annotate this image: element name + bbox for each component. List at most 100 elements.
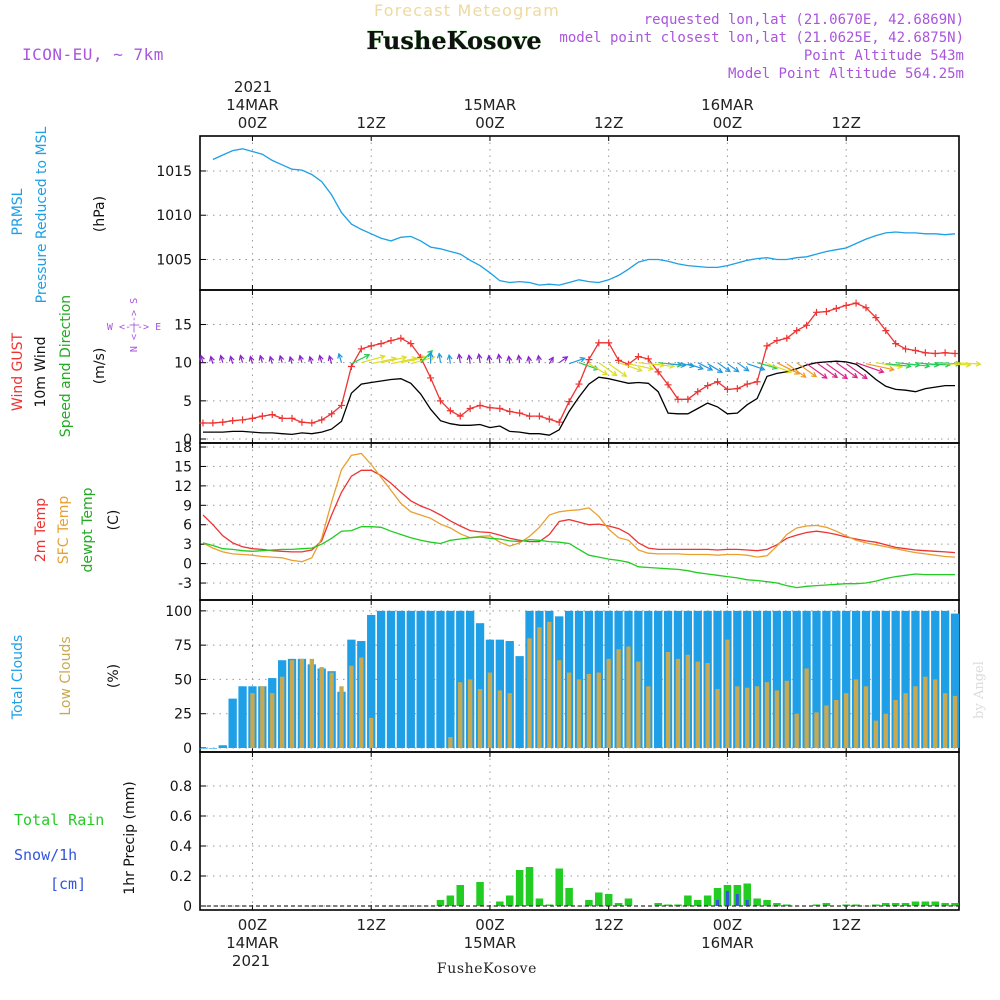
- wind-arrowhead-11: [308, 355, 314, 362]
- rain-bar-33: [525, 867, 534, 906]
- gust-marker-49: [684, 395, 692, 403]
- low-clouds-bar-33: [527, 638, 532, 748]
- compass-we-label: W <-|-> E: [107, 322, 161, 333]
- low-clouds-bar-15: [349, 665, 354, 748]
- clouds-ylabel-2: 50: [174, 672, 192, 688]
- low-clouds-bar-73: [923, 676, 928, 748]
- wind-arrowhead-10: [298, 354, 304, 361]
- low-clouds-bar-62: [814, 712, 819, 748]
- gust-marker-33: [526, 412, 534, 420]
- wind-dir-label: Speed and Direction: [58, 295, 74, 437]
- low-clouds-bar-64: [834, 700, 839, 748]
- low-clouds-bar-57: [764, 682, 770, 748]
- low-clouds-bar-26: [458, 682, 463, 748]
- gust-marker-66: [852, 299, 860, 307]
- total-clouds-bar-70: [891, 610, 900, 748]
- total-clouds-bar-69: [881, 610, 890, 748]
- pressure-ylabel-1: 1010: [156, 208, 192, 224]
- gust-marker-25: [446, 407, 454, 415]
- gust-marker-3: [229, 417, 237, 425]
- wind-arrowhead-29: [486, 354, 493, 361]
- wind-arrow-43: [628, 363, 654, 370]
- top-year-label: 2021: [234, 78, 272, 96]
- gust-marker-44: [634, 353, 642, 361]
- wind-arrow-54: [736, 362, 749, 372]
- wind-arrowhead-43: [648, 365, 655, 372]
- prmsl-label: PRMSL: [10, 188, 26, 235]
- gust-marker-24: [436, 397, 444, 405]
- pressure-line: [212, 148, 956, 286]
- wind-ylabel-0: 0: [183, 432, 192, 448]
- wind-arrow-18: [380, 356, 407, 364]
- total-clouds-bar-63: [822, 610, 831, 748]
- gust-marker-29: [486, 404, 494, 412]
- rain-bar-47: [664, 904, 672, 906]
- gust-marker-40: [595, 339, 603, 347]
- wind-arrowhead-32: [516, 354, 523, 361]
- wind-arrowhead-36: [562, 356, 569, 362]
- low-clouds-bar-14: [339, 686, 344, 748]
- total-clouds-label: Total Clouds: [10, 635, 26, 720]
- temperature-ylabel-5: 12: [174, 479, 192, 495]
- top-hour-label-2: 00Z: [475, 114, 504, 132]
- gust-marker-65: [842, 301, 850, 309]
- gust-marker-62: [813, 308, 821, 316]
- wind-arrowhead-2: [219, 354, 225, 361]
- gust-marker-71: [902, 345, 910, 353]
- rain-bar-70: [891, 903, 900, 906]
- wind-arrowhead-6: [258, 354, 265, 361]
- gust-marker-53: [723, 385, 731, 393]
- temperature-ylabel-2: 3: [183, 537, 192, 553]
- footer-station: FusheKosove: [437, 961, 537, 977]
- wind-arrowhead-9: [288, 355, 295, 363]
- wind-arrow-59: [786, 363, 807, 378]
- sfc-temp-label: SFC Temp: [56, 496, 72, 565]
- wind-arrowhead-64: [852, 372, 859, 379]
- top-date-label-2: 15MAR: [464, 96, 517, 114]
- rain-bar-49: [684, 895, 692, 906]
- total-clouds-bar-59: [782, 610, 791, 748]
- wind-arrowhead-65: [861, 373, 868, 380]
- gust-marker-9: [288, 414, 296, 422]
- wind-arrow-49: [687, 363, 704, 370]
- wind-direction-arrows: [199, 349, 982, 380]
- bottom-hour-label-5: 12Z: [832, 916, 861, 934]
- wind-arrowhead-0: [199, 354, 205, 361]
- total-clouds-bar-3: [228, 698, 237, 748]
- wind-arrowhead-8: [278, 354, 285, 361]
- low-clouds-bar-50: [695, 661, 700, 748]
- gust-marker-7: [268, 411, 276, 419]
- rain-bar-52: [713, 888, 722, 906]
- wind-arrow-76: [955, 362, 981, 365]
- gust-marker-19: [387, 337, 395, 345]
- wind-arrow-55: [747, 363, 765, 371]
- precipitation-ylabel-1: 0.2: [170, 869, 192, 885]
- gust-marker-26: [456, 412, 464, 420]
- wind-arrow-40: [598, 362, 618, 376]
- wind-arrowhead-62: [832, 372, 839, 379]
- low-clouds-bar-45: [646, 686, 651, 748]
- rain-label: Total Rain: [14, 811, 104, 829]
- total-clouds-bar-58: [772, 610, 782, 748]
- total-clouds-bar-55: [743, 610, 752, 748]
- low-clouds-bar-65: [844, 693, 849, 748]
- wind-ylabel-3: 15: [174, 318, 192, 334]
- total-clouds-bar-56: [752, 610, 762, 748]
- gust-marker-14: [338, 401, 346, 409]
- low-clouds-bar-35: [547, 621, 552, 748]
- total-clouds-bar-26: [456, 610, 465, 748]
- wind-arrow-36: [558, 356, 568, 364]
- wind-arrowhead-26: [456, 353, 463, 360]
- bottom-hour-label-1: 12Z: [357, 916, 386, 934]
- wind-arrow-62: [816, 362, 838, 378]
- temperature-frame: [199, 442, 960, 601]
- rain-bar-73: [921, 901, 930, 906]
- wind-arrowhead-1: [209, 355, 215, 362]
- rain-bar-37: [565, 888, 573, 906]
- wind-arrowhead-57: [786, 367, 793, 374]
- total-clouds-bar-2: [218, 745, 227, 748]
- precipitation-ylabel-3: 0.6: [170, 809, 192, 825]
- gust-marker-36: [555, 418, 563, 426]
- wind-arrowhead-42: [636, 366, 643, 373]
